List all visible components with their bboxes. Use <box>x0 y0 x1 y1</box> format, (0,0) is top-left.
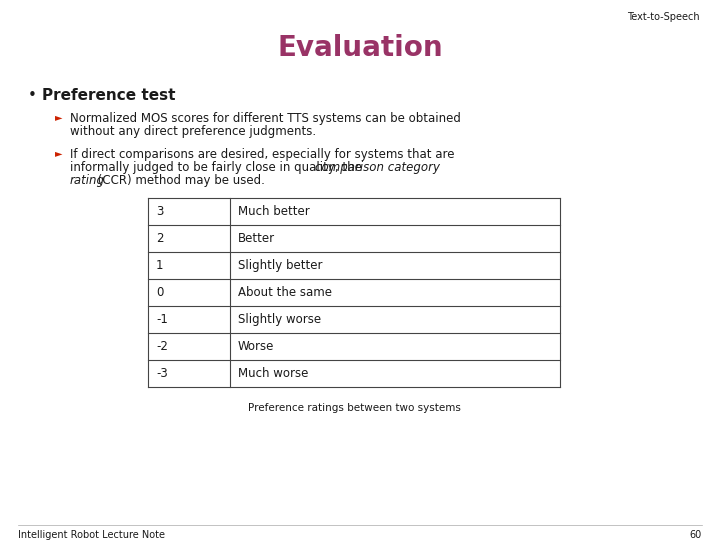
Text: Slightly worse: Slightly worse <box>238 313 321 326</box>
Text: Evaluation: Evaluation <box>277 34 443 62</box>
Text: without any direct preference judgments.: without any direct preference judgments. <box>70 125 316 138</box>
Text: Much better: Much better <box>238 205 310 218</box>
Text: comparison category: comparison category <box>315 161 440 174</box>
Text: Better: Better <box>238 232 275 245</box>
Text: Much worse: Much worse <box>238 367 308 380</box>
Text: 3: 3 <box>156 205 163 218</box>
Text: -2: -2 <box>156 340 168 353</box>
Text: ►: ► <box>55 112 63 122</box>
Text: ►: ► <box>55 148 63 158</box>
Text: -1: -1 <box>156 313 168 326</box>
Text: Preference ratings between two systems: Preference ratings between two systems <box>248 403 460 413</box>
Text: -3: -3 <box>156 367 168 380</box>
Text: 2: 2 <box>156 232 163 245</box>
Text: Preference test: Preference test <box>42 88 176 103</box>
Text: Text-to-Speech: Text-to-Speech <box>627 12 700 22</box>
Text: rating: rating <box>70 174 105 187</box>
Text: 1: 1 <box>156 259 163 272</box>
Text: (CCR) method may be used.: (CCR) method may be used. <box>94 174 265 187</box>
Text: 60: 60 <box>690 530 702 540</box>
Text: 0: 0 <box>156 286 163 299</box>
Text: Intelligent Robot Lecture Note: Intelligent Robot Lecture Note <box>18 530 165 540</box>
Text: •: • <box>28 88 37 103</box>
Text: Worse: Worse <box>238 340 274 353</box>
Text: Slightly better: Slightly better <box>238 259 323 272</box>
Text: Normalized MOS scores for different TTS systems can be obtained: Normalized MOS scores for different TTS … <box>70 112 461 125</box>
Text: About the same: About the same <box>238 286 332 299</box>
Text: informally judged to be fairly close in quality, the: informally judged to be fairly close in … <box>70 161 366 174</box>
Text: If direct comparisons are desired, especially for systems that are: If direct comparisons are desired, espec… <box>70 148 454 161</box>
